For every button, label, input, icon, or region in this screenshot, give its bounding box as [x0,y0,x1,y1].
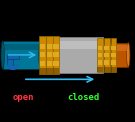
Bar [53,68,59,74]
Bar [98,60,102,65]
Bar [53,36,59,74]
Bar [50,41,103,49]
Bar [104,53,109,57]
Bar [47,52,52,57]
Bar [47,61,52,66]
Bar [7,54,19,59]
Ellipse shape [48,37,52,73]
Bar [40,44,45,49]
Bar [104,38,110,72]
Bar [111,60,116,65]
Bar [97,38,103,72]
Text: open: open [12,93,34,102]
Bar [3,41,40,69]
Bar [104,60,109,65]
Bar [47,44,52,49]
Bar [39,68,46,74]
Bar [111,67,116,72]
Bar [50,37,103,73]
Text: closed: closed [68,93,100,102]
Ellipse shape [39,41,42,69]
Bar [3,44,40,50]
Bar [104,46,109,50]
Ellipse shape [1,41,4,69]
Bar [111,38,116,72]
Bar [97,67,103,72]
Bar [53,52,59,57]
Bar [7,55,13,66]
Bar [111,43,128,67]
Bar [111,53,116,57]
Bar [98,46,102,50]
Ellipse shape [109,43,112,67]
Bar [39,36,46,74]
Bar [104,67,110,72]
Ellipse shape [101,37,104,73]
Bar [46,68,53,74]
Bar [111,45,128,51]
Ellipse shape [127,43,130,67]
Bar [46,36,53,74]
Bar [53,61,59,66]
Bar [40,61,45,66]
Bar [111,46,116,50]
Bar [98,53,102,57]
Bar [53,44,59,49]
Bar [40,52,45,57]
